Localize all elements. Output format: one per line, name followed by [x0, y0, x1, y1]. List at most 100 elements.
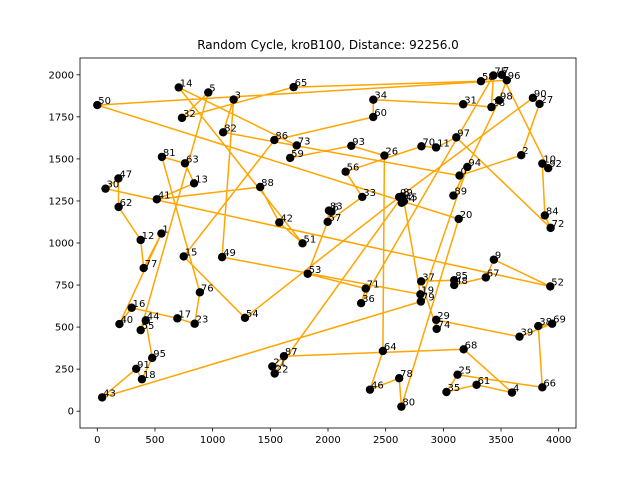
- city-label: 12: [142, 231, 155, 242]
- city-label: 74: [438, 320, 451, 331]
- city-label: 11: [437, 138, 450, 149]
- city-point: [534, 321, 543, 331]
- city-point: [341, 167, 350, 176]
- city-point: [240, 313, 250, 323]
- city-point: [180, 159, 190, 168]
- city-label: 65: [295, 78, 308, 89]
- city-point: [195, 288, 205, 297]
- city-label: 87: [285, 347, 298, 358]
- city-label: 60: [374, 108, 387, 119]
- city-label: 63: [186, 154, 199, 165]
- city-point: [547, 319, 557, 328]
- city-point: [535, 99, 544, 109]
- city-point: [292, 141, 301, 150]
- city-point: [459, 345, 468, 354]
- city-point: [476, 77, 486, 86]
- city-label: 67: [487, 268, 500, 279]
- city-point: [538, 383, 547, 392]
- city-label: 88: [261, 178, 274, 189]
- city-point: [298, 239, 307, 248]
- city-label: 72: [552, 219, 565, 230]
- city-point: [285, 153, 295, 163]
- city-point: [97, 393, 107, 402]
- y-tick-label: 1750: [49, 112, 74, 123]
- city-point: [347, 141, 356, 150]
- x-tick-label: 500: [145, 435, 164, 446]
- city-label: 50: [98, 96, 111, 107]
- city-label: 66: [543, 378, 556, 389]
- city-labels: 0123456789101112131415161718192021222324…: [98, 66, 566, 409]
- city-point: [127, 303, 136, 312]
- x-tick-label: 4000: [546, 435, 571, 446]
- city-point: [179, 252, 188, 261]
- city-label: 94: [468, 158, 481, 169]
- city-label: 64: [384, 342, 397, 353]
- city-point: [515, 332, 524, 341]
- city-label: 76: [201, 283, 214, 294]
- city-point: [189, 179, 199, 188]
- y-tick-label: 1500: [49, 154, 74, 165]
- city-label: 93: [352, 137, 365, 148]
- city-label: 24: [403, 194, 416, 205]
- city-point: [173, 314, 182, 323]
- city-label: 2: [522, 146, 528, 157]
- city-label: 62: [120, 198, 133, 209]
- city-point: [432, 324, 441, 334]
- city-label: 18: [143, 370, 156, 381]
- city-label: 97: [457, 128, 470, 139]
- city-point: [546, 282, 555, 291]
- city-point: [417, 142, 426, 151]
- city-label: 82: [224, 123, 237, 134]
- y-tick-label: 250: [55, 365, 74, 376]
- city-point: [489, 71, 498, 80]
- city-label: 95: [153, 349, 166, 360]
- city-point: [489, 255, 499, 264]
- city-point: [494, 96, 504, 105]
- city-point: [275, 218, 284, 227]
- city-label: 26: [385, 147, 398, 158]
- city-label: 10: [543, 155, 556, 166]
- city-label: 19: [421, 285, 434, 296]
- city-label: 28: [492, 98, 505, 109]
- city-label: 75: [494, 66, 507, 77]
- y-tick-label: 1000: [49, 239, 74, 250]
- city-label: 79: [422, 293, 435, 304]
- city-label: 22: [276, 365, 289, 376]
- city-label: 17: [178, 309, 191, 320]
- city-label: 83: [330, 202, 343, 213]
- city-label: 38: [539, 317, 552, 328]
- city-point: [517, 151, 526, 160]
- city-point: [497, 70, 507, 80]
- city-point: [177, 113, 187, 123]
- city-point: [131, 364, 141, 373]
- city-label: 15: [185, 247, 198, 258]
- y-tick-label: 1250: [49, 196, 74, 207]
- city-point: [416, 290, 425, 299]
- city-label: 51: [304, 234, 317, 245]
- city-label: 7: [503, 66, 509, 77]
- city-point: [487, 102, 496, 112]
- city-label: 42: [280, 213, 293, 224]
- city-point: [528, 93, 538, 103]
- city-point: [394, 374, 404, 383]
- city-label: 1: [162, 225, 168, 236]
- city-label: 27: [541, 95, 554, 106]
- city-point: [139, 263, 148, 273]
- city-point: [507, 388, 517, 397]
- city-label: 25: [459, 366, 472, 377]
- x-tick-label: 0: [94, 435, 100, 446]
- y-axis: 0 250 500 750 1000 1250 1500 1750 2000: [49, 70, 80, 418]
- city-label: 80: [402, 398, 415, 409]
- city-point: [157, 152, 167, 162]
- x-tick-label: 2500: [373, 435, 398, 446]
- y-tick-label: 0: [68, 407, 74, 418]
- city-label: 44: [147, 311, 160, 322]
- city-label: 6: [332, 203, 338, 214]
- city-label: 9: [495, 251, 501, 262]
- city-point: [268, 362, 277, 371]
- city-label: 5: [209, 83, 215, 94]
- city-label: 77: [145, 259, 158, 270]
- city-point: [148, 353, 157, 363]
- city-point: [544, 163, 553, 173]
